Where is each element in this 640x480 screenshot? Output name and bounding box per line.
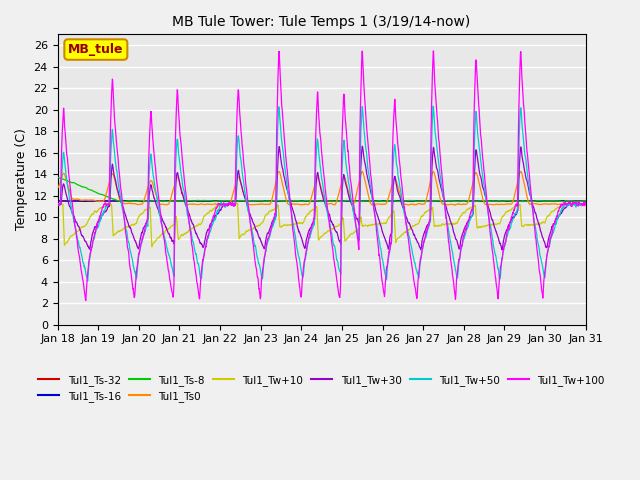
Title: MB Tule Tower: Tule Temps 1 (3/19/14-now): MB Tule Tower: Tule Temps 1 (3/19/14-now… bbox=[173, 15, 471, 29]
Y-axis label: Temperature (C): Temperature (C) bbox=[15, 129, 28, 230]
Legend: Tul1_Ts-32, Tul1_Ts-16, Tul1_Ts-8, Tul1_Ts0, Tul1_Tw+10, Tul1_Tw+30, Tul1_Tw+50,: Tul1_Ts-32, Tul1_Ts-16, Tul1_Ts-8, Tul1_… bbox=[35, 371, 609, 406]
Text: MB_tule: MB_tule bbox=[68, 43, 124, 56]
